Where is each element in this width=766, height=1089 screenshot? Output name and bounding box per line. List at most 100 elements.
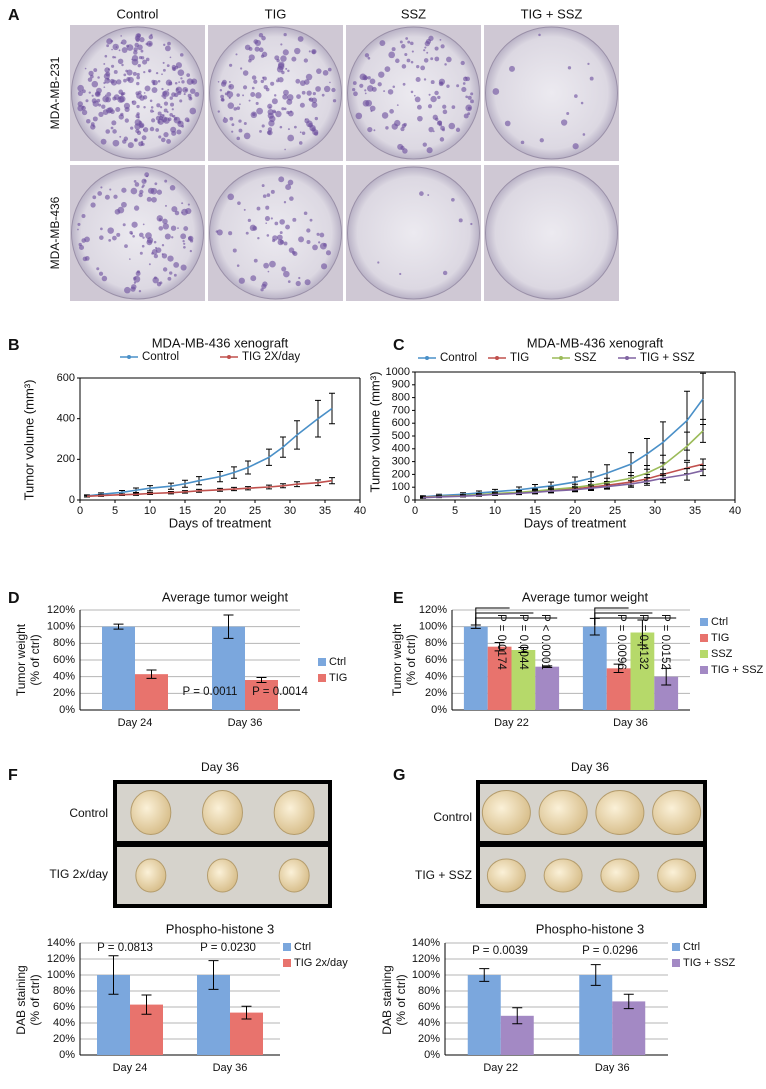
- colony: [157, 79, 161, 83]
- colony: [362, 75, 368, 81]
- bar: [463, 626, 488, 710]
- colony: [129, 258, 131, 260]
- colony: [118, 95, 126, 103]
- colony: [117, 206, 125, 214]
- colony: [369, 78, 376, 85]
- tumor: [538, 790, 588, 835]
- colony: [321, 93, 325, 97]
- colony: [181, 208, 188, 216]
- colony: [261, 184, 265, 188]
- colony: [153, 240, 157, 244]
- colony: [106, 78, 110, 81]
- panel-label: G: [393, 767, 405, 784]
- colony: [92, 195, 97, 200]
- dish: [485, 166, 618, 300]
- colony: [90, 202, 96, 208]
- colony: [272, 239, 276, 243]
- colony: [311, 102, 318, 108]
- colony: [118, 89, 124, 95]
- colony: [146, 175, 149, 178]
- error-bar: [208, 960, 219, 990]
- tumor: [600, 858, 640, 893]
- colony: [248, 54, 255, 61]
- colony: [435, 117, 439, 122]
- colony: [115, 107, 121, 113]
- photo-row-label: TIG 2x/day: [49, 867, 108, 881]
- tumor: [207, 858, 238, 893]
- annotation: P = 0.0044: [517, 614, 529, 670]
- colony: [112, 55, 115, 59]
- colony: [140, 123, 144, 128]
- colony: [135, 128, 140, 134]
- colony: [124, 286, 131, 294]
- colony: [141, 244, 145, 248]
- colony: [162, 267, 168, 272]
- colony: [106, 44, 110, 48]
- colony: [420, 65, 426, 71]
- error-bar: [494, 642, 505, 652]
- colony: [255, 101, 259, 105]
- bar: [612, 1001, 646, 1055]
- colony: [183, 245, 186, 249]
- colony: [179, 53, 184, 57]
- photo-title: Day 36: [201, 760, 239, 774]
- y-axis-label: Tumor weight: [390, 623, 404, 696]
- colony: [98, 103, 102, 107]
- colony: [169, 56, 172, 59]
- colony: [162, 90, 170, 97]
- bar: [212, 626, 245, 710]
- colony: [191, 80, 195, 84]
- colony: [312, 244, 318, 251]
- colony: [279, 231, 283, 235]
- colony: [384, 66, 391, 73]
- colony: [77, 105, 84, 112]
- colony: [139, 95, 145, 101]
- colony: [177, 69, 185, 76]
- colony: [287, 280, 291, 283]
- colony: [389, 109, 394, 114]
- colony: [306, 240, 311, 245]
- tumor: [202, 790, 243, 835]
- colony: [139, 37, 145, 43]
- legend-swatch: [700, 634, 708, 642]
- error-bar: [108, 955, 119, 995]
- tumor: [273, 790, 315, 835]
- colony: [124, 106, 130, 112]
- legend-swatch: [700, 650, 708, 658]
- colony: [151, 118, 156, 123]
- y-tick-label: 140%: [47, 937, 75, 949]
- bar: [630, 632, 655, 710]
- colony: [151, 252, 154, 255]
- colony: [158, 226, 164, 231]
- colony: [142, 129, 145, 131]
- colony: [178, 81, 181, 84]
- colony: [276, 58, 280, 63]
- colony: [116, 79, 122, 85]
- colony: [102, 95, 109, 103]
- colony: [322, 70, 329, 76]
- colony: [455, 127, 461, 133]
- colony: [291, 56, 297, 62]
- colony: [446, 56, 452, 63]
- colony: [164, 233, 171, 240]
- colony: [238, 119, 242, 123]
- colony: [273, 94, 277, 97]
- colony: [276, 79, 280, 83]
- x-tick-label: 20: [569, 505, 581, 517]
- legend-swatch: [283, 959, 291, 967]
- colony: [104, 94, 107, 97]
- colony: [253, 39, 259, 44]
- x-tick-label: 30: [649, 505, 661, 517]
- colony: [137, 44, 143, 51]
- photo-row-label: TIG + SSZ: [415, 868, 472, 882]
- colony: [143, 127, 149, 133]
- colony: [239, 103, 241, 106]
- colony: [399, 40, 403, 44]
- dish: [485, 26, 618, 160]
- colony: [242, 70, 249, 76]
- colony: [297, 36, 304, 42]
- colony: [269, 260, 276, 268]
- colony: [247, 218, 251, 223]
- colony: [238, 277, 245, 284]
